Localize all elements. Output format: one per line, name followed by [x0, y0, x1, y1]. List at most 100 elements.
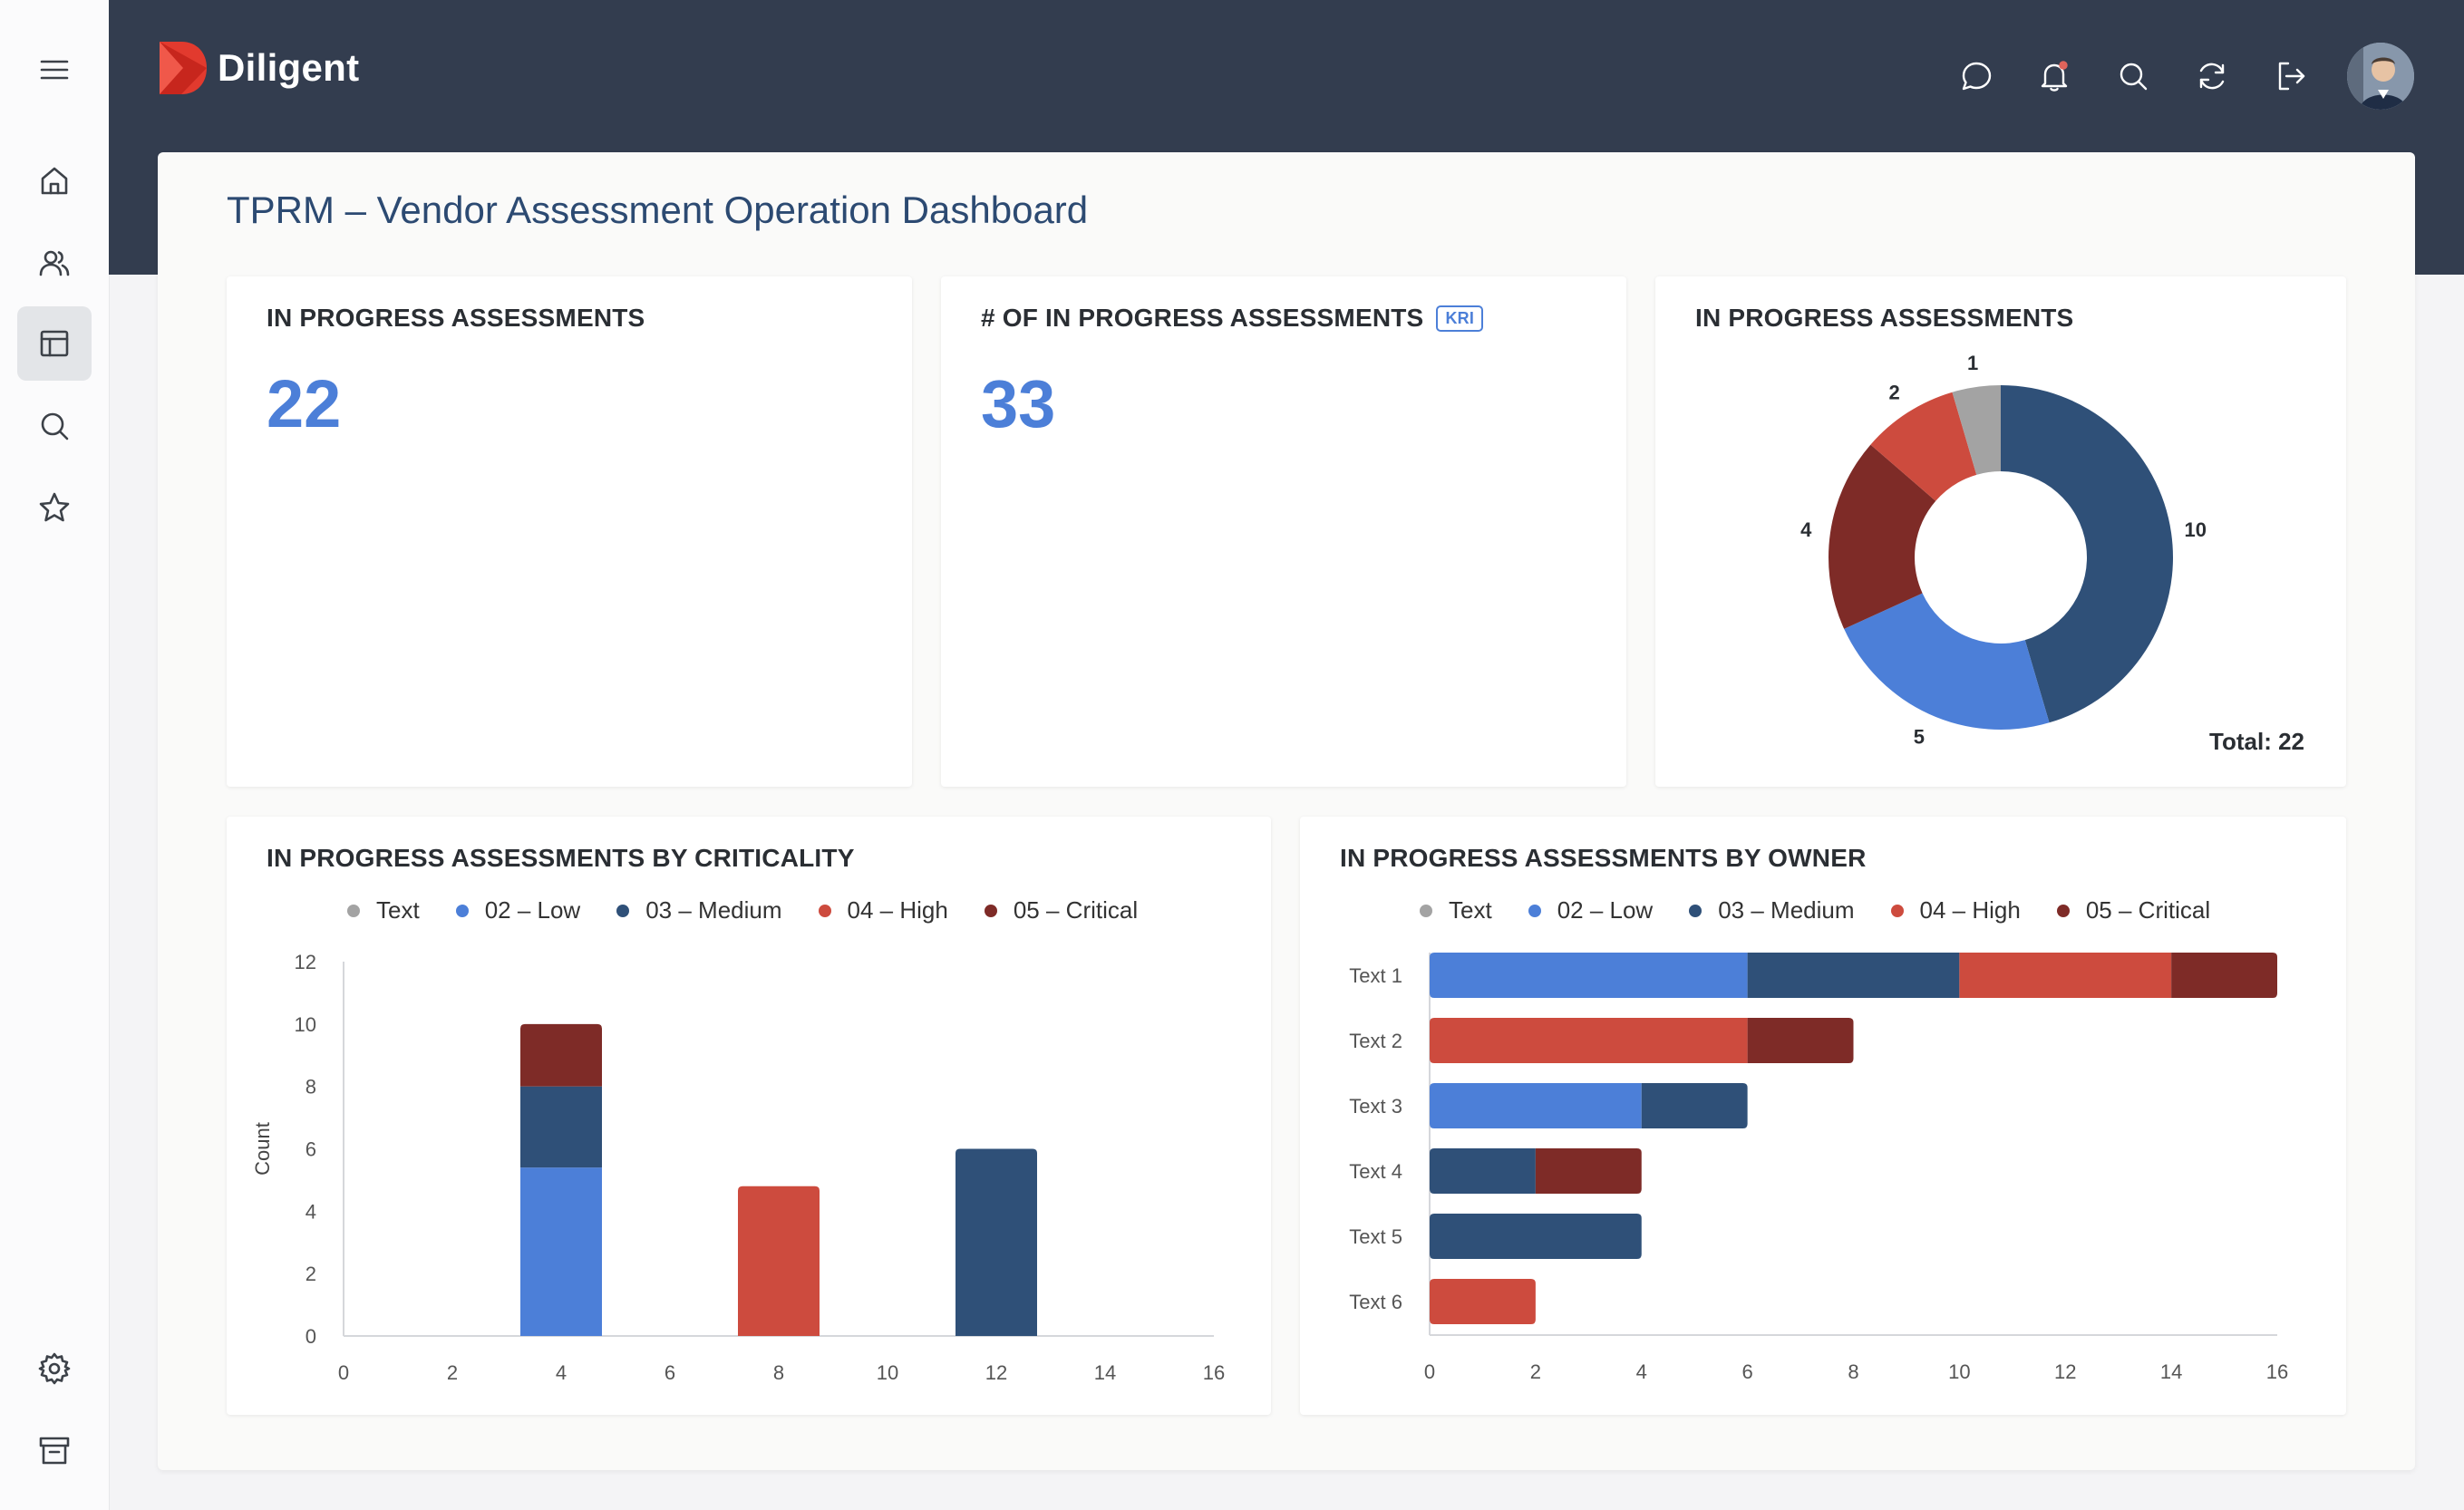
legend-item[interactable]: 05 – Critical — [2056, 896, 2210, 924]
sidebar-item-search[interactable] — [17, 389, 92, 463]
x-tick-label: 4 — [1636, 1360, 1647, 1383]
donut-label: 5 — [1914, 725, 1925, 748]
donut-slice[interactable] — [1870, 392, 1977, 501]
x-tick-label: 6 — [665, 1361, 675, 1384]
x-tick-label: 8 — [1848, 1360, 1858, 1383]
bar-segment[interactable] — [520, 1167, 602, 1336]
bell-icon — [2041, 61, 2068, 92]
y-tick-label: 0 — [306, 1325, 316, 1348]
legend-item[interactable]: 04 – High — [1890, 896, 2021, 924]
legend-item[interactable]: 03 – Medium — [1689, 896, 1855, 924]
header-search-button[interactable] — [2111, 54, 2155, 98]
legend-label: 02 – Low — [1557, 896, 1654, 924]
user-avatar[interactable] — [2347, 43, 2414, 110]
legend-label: 04 – High — [847, 896, 948, 924]
legend-dot-icon — [2056, 904, 2070, 917]
sidebar-item-home[interactable] — [17, 143, 92, 218]
home-icon — [41, 167, 68, 195]
legend-label: Text — [1449, 896, 1492, 924]
donut-slice[interactable] — [1844, 593, 2050, 730]
donut-label: 4 — [1800, 518, 1812, 541]
app-logo[interactable]: Diligent — [156, 40, 359, 96]
search-icon — [2120, 63, 2148, 91]
donut-slice[interactable] — [1952, 385, 2001, 475]
bar-segment[interactable] — [1747, 1018, 1854, 1063]
owner-chart: 0 2 4 6 8 10 12 14 16 Text 1 Text 2 Text 3 Text 4 Tex… — [1349, 953, 2288, 1383]
in-progress-count: 22 — [267, 366, 342, 441]
legend-dot-icon — [1890, 904, 1904, 917]
donut-label: 2 — [1889, 381, 1900, 403]
sidebar-item-archive[interactable] — [17, 1413, 92, 1487]
legend-dot-icon — [347, 904, 360, 917]
sidebar-item-users[interactable] — [17, 226, 92, 300]
x-tick-label: 8 — [773, 1361, 784, 1384]
menu-toggle-button[interactable] — [17, 33, 92, 107]
y-axis-label: Count — [251, 1122, 274, 1176]
chat-button[interactable] — [1955, 54, 1998, 98]
legend-label: 04 – High — [1919, 896, 2021, 924]
x-tick-label: 0 — [338, 1361, 349, 1384]
bar-segment[interactable] — [2171, 953, 2277, 998]
legend-dot-icon — [616, 904, 630, 917]
logout-icon — [2278, 62, 2305, 91]
app-name: Diligent — [218, 46, 360, 89]
bar-segment[interactable] — [1430, 953, 1748, 998]
x-tick-label: 12 — [2054, 1360, 2076, 1383]
legend-item[interactable]: Text — [1420, 896, 1492, 924]
y-tick-label: 10 — [295, 1013, 316, 1036]
donut-slice[interactable] — [2001, 385, 2173, 723]
bar-segment[interactable] — [1430, 1214, 1642, 1259]
x-tick-label: 10 — [877, 1361, 898, 1384]
bar-segment[interactable] — [1430, 1148, 1536, 1194]
bar-segment[interactable] — [1430, 1279, 1536, 1324]
legend-item[interactable]: Text — [347, 896, 420, 924]
legend-dot-icon — [818, 904, 831, 917]
page-title: TPRM – Vendor Assessment Operation Dashb… — [227, 189, 1089, 231]
bar-segment[interactable] — [520, 1086, 602, 1168]
donut-chart: 10 5 4 2 1 — [1800, 352, 2207, 748]
y-tick-label: 6 — [306, 1138, 316, 1161]
refresh-icon — [2199, 63, 2225, 90]
chat-icon — [1962, 62, 1992, 91]
search-icon — [41, 412, 69, 440]
x-tick-label: 16 — [1203, 1361, 1225, 1384]
kri-count: 33 — [981, 366, 1056, 441]
sidebar-item-dashboard[interactable] — [17, 306, 92, 381]
bar-segment[interactable] — [1959, 953, 2172, 998]
bar-segment[interactable] — [1430, 1018, 1748, 1063]
bar-segment[interactable] — [1430, 1083, 1642, 1128]
bar-segment[interactable] — [956, 1148, 1037, 1337]
criticality-chart: 0 2 4 6 8 10 12 0 2 4 6 8 10 12 14 16 Count — [251, 951, 1225, 1384]
sidebar-item-favorites[interactable] — [17, 470, 92, 545]
card-title: IN PROGRESS ASSESSMENTS BY CRITICALITY — [267, 844, 855, 872]
owner-card: IN PROGRESS ASSESSMENTS BY OWNER Text 02 … — [1300, 817, 2346, 1415]
dashboard-icon — [40, 330, 69, 357]
sidebar-item-settings[interactable] — [17, 1331, 92, 1406]
user-photo-icon — [2347, 43, 2414, 110]
legend-item[interactable]: 02 – Low — [455, 896, 580, 924]
logout-button[interactable] — [2269, 54, 2313, 98]
legend-dot-icon — [1420, 904, 1432, 917]
x-tick-label: 14 — [2160, 1360, 2182, 1383]
sidebar — [0, 0, 110, 1510]
legend-item[interactable]: 05 – Critical — [984, 896, 1138, 924]
legend-item[interactable]: 02 – Low — [1528, 896, 1654, 924]
bar-segment[interactable] — [520, 1023, 602, 1087]
chart-legend: Text 02 – Low 03 – Medium 04 – High 05 – Cri… — [347, 896, 1174, 924]
x-tick-label: 0 — [1424, 1360, 1435, 1383]
bar-segment[interactable] — [1641, 1083, 1748, 1128]
chart-legend: Text 02 – Low 03 – Medium 04 – High 05 – Cri… — [1420, 896, 2246, 924]
bar-segment[interactable] — [1535, 1148, 1642, 1194]
refresh-button[interactable] — [2190, 54, 2234, 98]
donut-label: 10 — [2185, 518, 2207, 541]
legend-item[interactable]: 04 – High — [818, 896, 948, 924]
category-label: Text 2 — [1349, 1030, 1402, 1052]
legend-dot-icon — [984, 904, 997, 917]
bar-segment[interactable] — [1747, 953, 1960, 998]
x-tick-label: 6 — [1742, 1360, 1753, 1383]
notifications-button[interactable] — [2032, 54, 2076, 98]
card-title: IN PROGRESS ASSESSMENTS — [267, 304, 645, 332]
legend-item[interactable]: 03 – Medium — [616, 896, 782, 924]
donut-slice[interactable] — [1829, 444, 1936, 629]
bar-segment[interactable] — [738, 1186, 820, 1336]
